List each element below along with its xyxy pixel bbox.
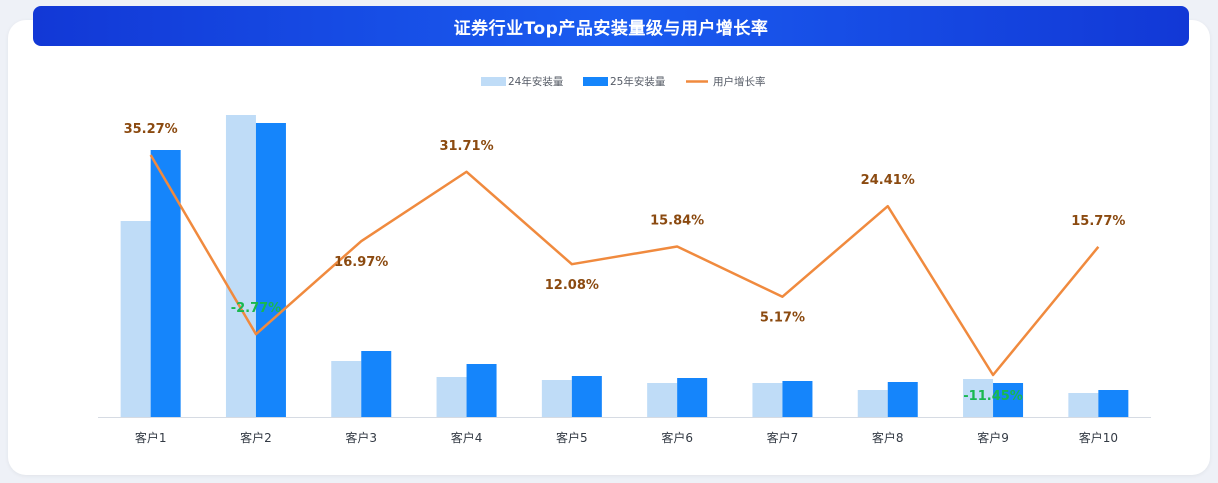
chart-legend: 24年安装量 25年安装量 用户增长率	[481, 75, 766, 88]
x-tick-label-6: 客户6	[661, 430, 693, 445]
bar-24-4	[436, 377, 467, 417]
bar-24-6	[647, 383, 678, 417]
chart-title: 证券行业Top产品安装量级与用户增长率	[33, 6, 1189, 46]
bar-24-10	[1068, 393, 1099, 417]
x-tick-label-2: 客户2	[240, 430, 272, 445]
growth-label-8: 24.41%	[861, 173, 915, 188]
legend-label-0: 24年安装量	[508, 75, 564, 88]
bar-25-2	[255, 123, 286, 417]
x-tick-label-5: 客户5	[556, 430, 588, 445]
x-tick-label-4: 客户4	[451, 430, 483, 445]
x-tick-label-10: 客户10	[1079, 430, 1118, 445]
x-tick-label-9: 客户9	[977, 430, 1009, 445]
growth-data-labels: 35.27% -2.77% 16.97% 31.71% 12.08% 15.84% 5.17…	[124, 122, 1126, 404]
bar-25-10	[1098, 390, 1129, 417]
legend-label-1: 25年安装量	[610, 75, 666, 88]
growth-label-2: -2.77%	[231, 301, 282, 316]
bar-24-9	[963, 379, 994, 417]
growth-label-10: 15.77%	[1071, 214, 1125, 229]
bar-25-5	[571, 376, 602, 417]
bar-24-8	[857, 390, 888, 417]
bar-24-7	[752, 383, 783, 417]
growth-label-9: -11.45%	[963, 389, 1023, 404]
bar-25-8	[887, 382, 918, 417]
legend-label-2: 用户增长率	[713, 75, 766, 88]
bar-24-5	[541, 380, 572, 417]
bar-25-1	[150, 150, 181, 417]
x-tick-label-8: 客户8	[872, 430, 904, 445]
bar-25-6	[677, 378, 708, 417]
x-axis-ticks: 客户1 客户2 客户3 客户4 客户5 客户6 客户7 客户8 客户9 客户10	[135, 430, 1118, 445]
bar-24-3	[331, 361, 362, 417]
growth-label-7: 5.17%	[760, 311, 805, 326]
growth-label-5: 12.08%	[545, 278, 599, 293]
growth-label-6: 15.84%	[650, 213, 704, 228]
bar-25-4	[466, 364, 497, 417]
growth-line-series	[149, 154, 1100, 377]
bar-24-2	[225, 115, 256, 417]
growth-label-3: 16.97%	[334, 255, 388, 270]
growth-label-1: 35.27%	[124, 122, 178, 137]
growth-label-4: 31.71%	[439, 139, 493, 154]
bar-25-9	[993, 383, 1024, 417]
x-tick-label-3: 客户3	[345, 430, 377, 445]
x-tick-label-7: 客户7	[767, 430, 799, 445]
bar-24-1	[120, 221, 151, 417]
legend-swatch-1	[583, 77, 608, 86]
x-tick-label-1: 客户1	[135, 430, 167, 445]
bar-series	[120, 115, 1129, 417]
bar-25-7	[782, 381, 813, 417]
legend-swatch-0	[481, 77, 506, 86]
bar-25-3	[361, 351, 392, 417]
growth-line	[149, 154, 1100, 377]
